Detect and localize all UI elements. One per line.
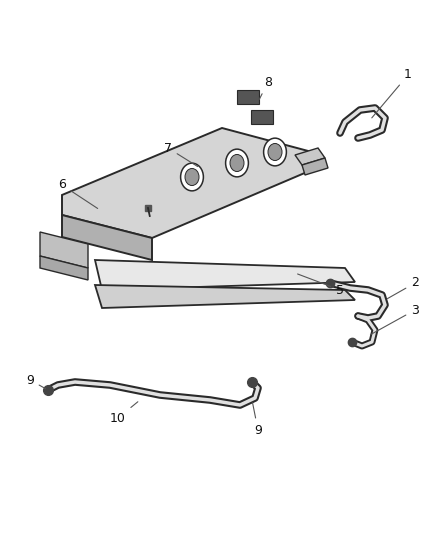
- Circle shape: [230, 155, 244, 172]
- Text: 9: 9: [253, 403, 262, 437]
- Polygon shape: [40, 232, 88, 268]
- Circle shape: [185, 168, 199, 185]
- Polygon shape: [62, 215, 152, 260]
- Text: 7: 7: [164, 141, 198, 166]
- Text: 9: 9: [26, 374, 46, 389]
- Polygon shape: [40, 256, 88, 280]
- Polygon shape: [295, 148, 325, 165]
- Text: 2: 2: [388, 277, 419, 298]
- Circle shape: [226, 149, 248, 177]
- Text: 1: 1: [372, 69, 412, 118]
- Circle shape: [264, 138, 286, 166]
- Text: 10: 10: [110, 402, 138, 424]
- Bar: [251, 110, 273, 124]
- Text: 5: 5: [297, 274, 344, 296]
- Polygon shape: [95, 260, 355, 290]
- Bar: [237, 90, 259, 103]
- Polygon shape: [302, 158, 328, 175]
- Polygon shape: [95, 285, 355, 308]
- Text: 8: 8: [259, 76, 272, 100]
- Text: 3: 3: [371, 303, 419, 335]
- Circle shape: [268, 143, 282, 160]
- Circle shape: [180, 163, 203, 191]
- Text: 6: 6: [58, 179, 98, 208]
- Polygon shape: [62, 128, 312, 238]
